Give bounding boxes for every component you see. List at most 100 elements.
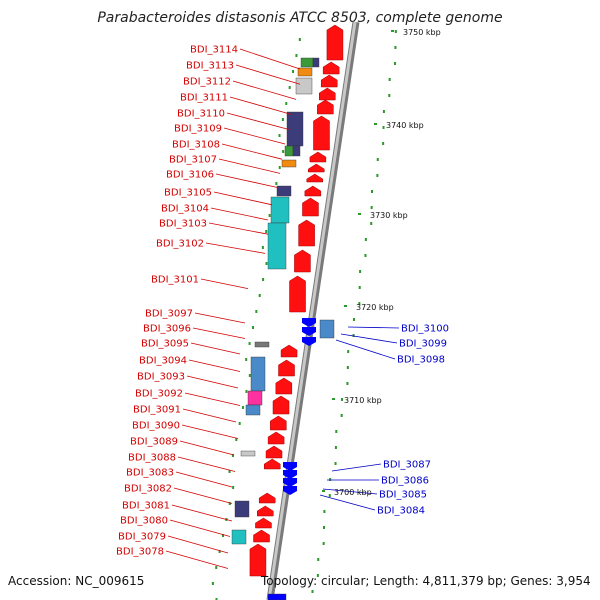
- leader-line-left: [194, 312, 246, 324]
- gene-label-left: BDI_3079: [118, 532, 166, 543]
- reverse-gene-arrow: [283, 462, 297, 471]
- gc-tick: [317, 558, 320, 561]
- gene-label-left: BDI_3082: [124, 484, 172, 495]
- gc-tick: [282, 150, 285, 153]
- gc-tick: [295, 54, 298, 57]
- kbp-tick: [358, 213, 361, 215]
- gc-tick: [394, 62, 397, 65]
- kbp-tick: [344, 305, 347, 307]
- leader-line-left: [188, 359, 241, 372]
- gc-tick: [228, 502, 231, 505]
- gc-tick: [211, 582, 214, 585]
- gene-block: [319, 319, 335, 339]
- gc-tick: [261, 246, 264, 249]
- gene-label-left: BDI_3108: [172, 140, 220, 151]
- gene-block: [292, 145, 301, 157]
- gc-tick: [285, 102, 288, 105]
- forward-gene-arrow: [255, 517, 272, 529]
- leader-line-left: [167, 535, 229, 554]
- forward-gene-arrow: [322, 61, 340, 75]
- gc-tick: [215, 566, 218, 569]
- gc-tick: [245, 358, 248, 361]
- gc-tick: [394, 46, 397, 49]
- gc-tick: [222, 534, 225, 537]
- leader-line-left: [239, 48, 301, 70]
- gene-label-left: BDI_3078: [116, 547, 164, 558]
- reverse-gene-arrow: [302, 318, 316, 327]
- forward-gene-arrow: [302, 197, 319, 217]
- gene-block: [281, 159, 297, 168]
- reverse-gene-arrow: [302, 327, 316, 336]
- gc-tick: [262, 278, 265, 281]
- forward-gene-arrow: [265, 445, 283, 459]
- leader-line-left: [210, 207, 269, 221]
- gc-tick: [334, 462, 337, 465]
- gc-tick: [340, 414, 343, 417]
- forward-gene-arrow: [326, 24, 344, 61]
- gene-label-left: BDI_3094: [139, 356, 187, 367]
- leader-line-left: [165, 550, 229, 569]
- reverse-gene-arrow: [283, 470, 297, 479]
- reverse-gene-arrow: [283, 478, 297, 487]
- gc-tick: [370, 222, 373, 225]
- leader-line-left: [208, 222, 269, 235]
- gene-label-left: BDI_3109: [174, 124, 222, 135]
- kbp-tick: [374, 123, 377, 125]
- gc-tick: [268, 214, 271, 217]
- gene-label-right: BDI_3086: [381, 476, 429, 487]
- gc-tick: [238, 422, 241, 425]
- leader-line-right: [347, 326, 400, 329]
- gene-block: [250, 356, 266, 392]
- gene-label-left: BDI_3105: [164, 188, 212, 199]
- gc-tick: [358, 302, 361, 305]
- gene-label-left: BDI_3104: [161, 204, 209, 215]
- gc-tick: [255, 310, 258, 313]
- leader-line-left: [171, 504, 233, 522]
- gc-tick: [235, 438, 238, 441]
- gene-label-left: BDI_3093: [137, 372, 185, 383]
- gene-label-left: BDI_3113: [186, 61, 234, 72]
- gc-tick: [346, 366, 349, 369]
- gene-label-left: BDI_3091: [133, 405, 181, 416]
- gene-label-right: BDI_3099: [399, 339, 447, 350]
- gc-tick: [292, 70, 295, 73]
- gc-tick: [265, 262, 268, 265]
- gene-block: [276, 185, 292, 197]
- gc-tick: [298, 38, 301, 41]
- gc-tick: [346, 382, 349, 385]
- reverse-gene-arrow: [283, 486, 297, 495]
- gc-tick: [341, 398, 344, 401]
- leader-line-left: [175, 471, 233, 488]
- gene-label-left: BDI_3107: [169, 155, 217, 166]
- forward-gene-arrow: [319, 87, 336, 101]
- gc-tick: [382, 142, 385, 145]
- gc-tick: [382, 126, 385, 129]
- gene-label-left: BDI_3080: [120, 516, 168, 527]
- leader-line-left: [177, 456, 236, 472]
- map-title: Parabacteroides distasonis ATCC 8503, co…: [97, 10, 503, 26]
- gc-tick: [334, 446, 337, 449]
- leader-line-left: [169, 519, 231, 537]
- forward-gene-arrow: [313, 115, 330, 151]
- leader-line-right: [319, 494, 376, 511]
- gene-block: [240, 450, 256, 457]
- gene-block: [286, 111, 304, 147]
- forward-gene-arrow: [253, 529, 270, 543]
- gc-tick: [218, 550, 221, 553]
- forward-gene-arrow: [270, 415, 287, 431]
- gc-tick: [251, 326, 254, 329]
- gene-label-left: BDI_3096: [143, 324, 191, 335]
- leader-line-left: [190, 342, 241, 355]
- gene-block: [297, 67, 313, 77]
- gc-tick: [242, 406, 245, 409]
- gene-label-left: BDI_3090: [132, 421, 180, 432]
- forward-gene-arrow: [249, 543, 267, 577]
- right-gene-labels: BDI_3100 BDI_3099 BDI_3098 BDI_3087 BDI_3086…: [377, 324, 449, 517]
- leader-line-right: [340, 333, 398, 344]
- forward-gene-arrow: [298, 219, 315, 247]
- gc-tick: [323, 526, 326, 529]
- leader-line-left: [186, 375, 239, 389]
- gene-label-right: BDI_3084: [377, 506, 425, 517]
- accession-text: Accession: NC_009615: [8, 574, 145, 588]
- forward-gene-arrow: [267, 431, 285, 445]
